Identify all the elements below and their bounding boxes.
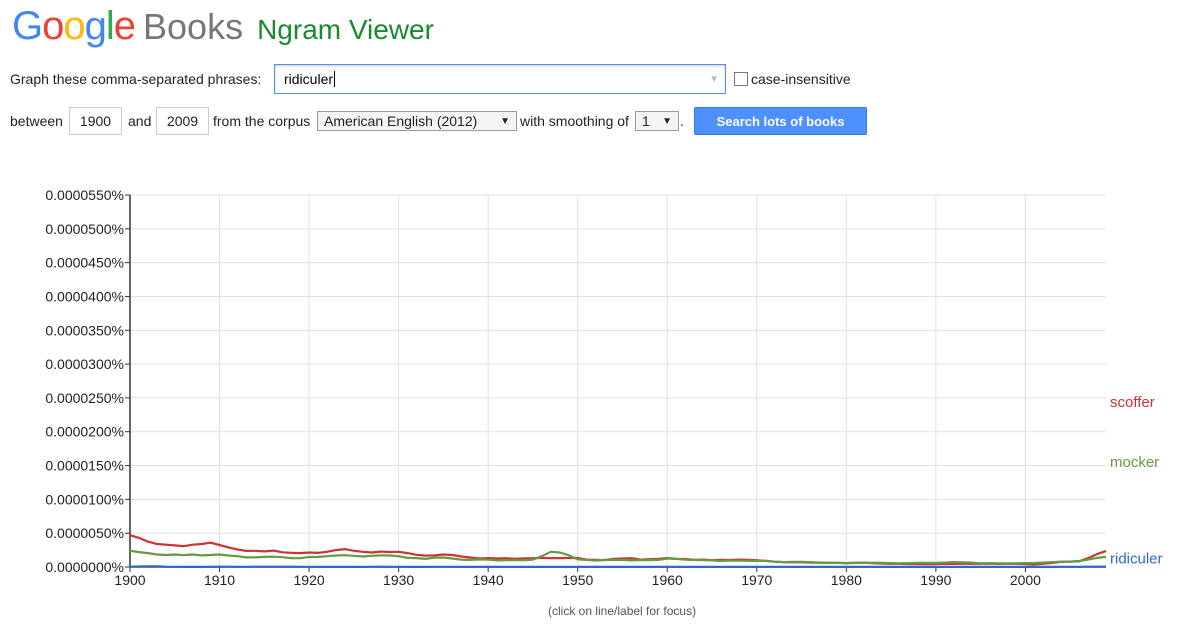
logo-letter: g [84,4,107,48]
y-tick-label: 0.0000200% [45,424,124,440]
logo-letter: o [42,4,64,48]
phrases-label: Graph these comma-separated phrases: [10,71,262,87]
start-year-input[interactable]: 1900 [69,107,122,135]
y-tick-label: 0.0000500% [45,221,124,237]
x-tick-label: 1900 [114,572,145,588]
series-label-mocker[interactable]: mocker [1110,454,1159,471]
books-wordmark: Books [143,6,244,47]
smoothing-select-value: 1 [642,113,650,129]
corpus-select[interactable]: American English (2012) ▼ [317,111,517,131]
case-insensitive-checkbox[interactable] [734,72,748,86]
google-wordmark: Google [12,4,136,49]
and-label: and [128,113,152,129]
y-tick-label: 0.0000550% [45,187,124,203]
chart-series[interactable] [129,534,1107,568]
y-tick-label: 0.0000000% [45,559,124,575]
between-label: between [10,113,63,129]
x-tick-label: 1970 [741,572,772,588]
series-line-scoffer[interactable] [129,534,1107,566]
case-insensitive-option[interactable]: case-insensitive [734,71,851,87]
x-tick-label: 1930 [383,572,414,588]
logo-letter: o [63,4,85,48]
y-tick-label: 0.0000150% [45,458,124,474]
text-cursor [334,71,336,87]
corpus-label: from the corpus [213,113,311,129]
y-tick-label: 0.0000350% [45,322,124,338]
dropdown-arrow-icon: ▼ [662,115,672,127]
x-tick-label: 2000 [1010,572,1041,588]
x-tick-label: 1950 [562,572,593,588]
x-tick-label: 1960 [652,572,683,588]
logo-letter: l [105,4,115,48]
dropdown-arrow-icon: ▼ [500,115,510,127]
series-line-ridiculer[interactable] [129,565,1107,568]
chart-axes: 1900 1910 1920 1930 1940 1950 1960 1970 1980 1990… [45,187,1106,588]
x-tick-label: 1910 [204,572,235,588]
chevron-down-icon[interactable]: ▼ [709,74,719,85]
y-tick-label: 0.0000400% [45,288,124,304]
logo-letter: e [113,4,136,48]
phrases-input[interactable]: ridiculer ▼ [274,64,726,94]
series-label-scoffer[interactable]: scoffer [1110,394,1155,411]
smoothing-label: with smoothing of [520,113,629,129]
series-line-mocker[interactable] [129,549,1107,565]
period-glyph: . [680,113,684,129]
app-title: Ngram Viewer [257,14,434,45]
chart-grid [130,194,1106,567]
end-year-input[interactable]: 2009 [156,107,209,135]
y-tick-label: 0.0000450% [45,255,124,271]
y-tick-label: 0.0000250% [45,390,124,406]
x-tick-label: 1920 [294,572,325,588]
chart-series-labels[interactable]: scoffer mocker ridiculer [1110,394,1163,568]
smoothing-select[interactable]: 1 ▼ [635,111,679,131]
series-label-ridiculer[interactable]: ridiculer [1110,551,1163,568]
google-books-logo[interactable]: Google Books Ngram Viewer [12,4,434,50]
x-tick-label: 1940 [473,572,504,588]
y-tick-label: 0.0000050% [45,525,124,541]
logo-letter: G [12,4,43,48]
y-tick-label: 0.0000300% [45,356,124,372]
phrases-row: Graph these comma-separated phrases: [10,64,261,94]
chart-hint: (click on line/label for focus) [548,604,697,618]
corpus-select-value: American English (2012) [324,113,478,129]
x-tick-label: 1980 [831,572,862,588]
phrases-input-value: ridiculer [284,71,334,87]
case-insensitive-label: case-insensitive [751,71,851,87]
search-button[interactable]: Search lots of books [694,107,867,135]
y-tick-label: 0.0000100% [45,491,124,507]
x-tick-label: 1990 [920,572,951,588]
